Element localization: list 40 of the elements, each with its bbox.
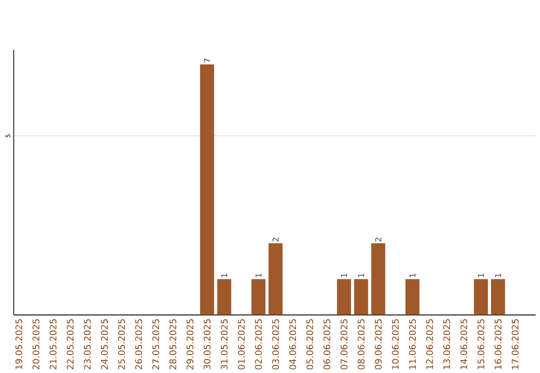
x-tick-label: 01.06.2025 [238,319,245,370]
x-tick-label: 24.05.2025 [101,319,108,370]
x-tick-label: 02.06.2025 [255,319,262,370]
x-tick-label: 14.06.2025 [460,319,468,369]
x-tick-label: 29.05.2025 [186,319,194,370]
x-tick-label: 31.05.2025 [220,319,228,370]
x-tick-label: 26.05.2025 [135,319,142,370]
x-tick-label: 10.06.2025 [392,319,399,369]
data-label: 1 [341,273,347,277]
x-tick-label: 27.05.2025 [152,319,160,370]
data-label: 7 [204,58,210,62]
x-tick-label: 08.06.2025 [358,319,365,370]
x-tick-label: 21.05.2025 [50,319,56,370]
data-label: 1 [358,273,364,277]
data-label: 1 [221,273,228,277]
x-tick-label: 07.06.2025 [340,319,348,370]
x-tick-label: 12.06.2025 [426,319,433,369]
x-tick-label: 05.06.2025 [306,319,314,370]
data-label: 1 [478,273,484,277]
x-tick-label: 13.06.2025 [443,319,450,369]
x-tick-label: 30.05.2025 [204,319,210,370]
x-tick-label: 23.05.2025 [84,319,91,370]
x-tick-label: 09.06.2025 [374,319,382,370]
data-label: 1 [495,273,501,277]
x-tick-label: 28.05.2025 [169,319,176,370]
x-tick-label: 11.06.2025 [409,319,416,369]
data-label: 2 [375,238,382,242]
x-tick-label: 22.05.2025 [66,319,74,370]
x-tick-label: 04.06.2025 [289,319,296,370]
x-tick-label: 16.06.2025 [494,319,502,369]
data-label: 2 [272,238,279,242]
data-label: 1 [256,273,262,277]
x-tick-label: 19.05.2025 [15,319,22,369]
x-tick-label: 25.05.2025 [118,319,125,370]
x-tick-label: 20.05.2025 [32,319,40,370]
x-tick-label: 06.06.2025 [323,319,330,370]
x-tick-label: 15.06.2025 [478,319,484,369]
x-tick-label: 17.06.2025 [512,319,519,369]
data-label: 1 [410,273,416,277]
x-tick-label: 03.06.2025 [272,319,279,370]
